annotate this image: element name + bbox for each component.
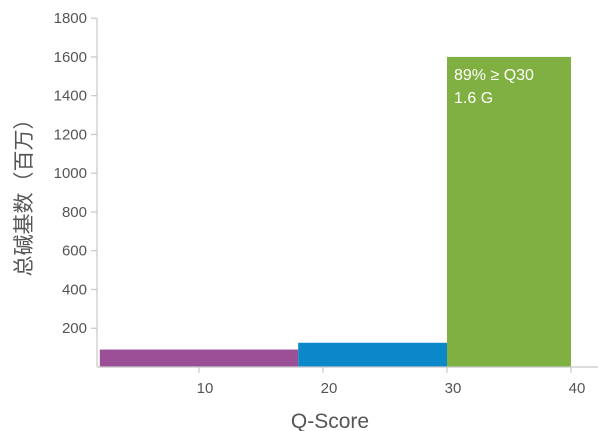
y-tick-label-200: 200 (62, 320, 87, 337)
y-tick-label-1800: 1800 (54, 10, 87, 27)
y-tick-label-600: 600 (62, 243, 87, 260)
x-tick-label-30: 30 (445, 380, 462, 397)
y-tick-label-400: 400 (62, 281, 87, 298)
x-ticks: 10 20 30 40 (197, 367, 586, 397)
bar-annotation-total: 1.6 G (454, 90, 493, 107)
y-tick-label-1000: 1000 (54, 165, 87, 182)
bar-annotation-percent: 89% ≥ Q30 (454, 67, 534, 84)
bar-2 (447, 56, 571, 368)
axes-layer (96, 18, 598, 368)
x-tick-label-40: 40 (569, 380, 586, 397)
bar-1 (298, 342, 447, 367)
y-ticks: 200 400 600 800 1000 1200 1400 1600 1800 (54, 10, 97, 337)
x-tick-label-10: 10 (197, 380, 214, 397)
x-axis-title: Q-Score (291, 410, 369, 431)
y-tick-label-1600: 1600 (54, 49, 87, 66)
bar-0 (99, 349, 299, 367)
bars-layer (99, 56, 571, 368)
y-tick-label-1200: 1200 (54, 126, 87, 143)
x-tick-label-20: 20 (321, 380, 338, 397)
y-tick-label-800: 800 (62, 204, 87, 221)
y-tick-label-1400: 1400 (54, 88, 87, 105)
y-axis-title: 总碱基数（百万） (13, 109, 36, 277)
